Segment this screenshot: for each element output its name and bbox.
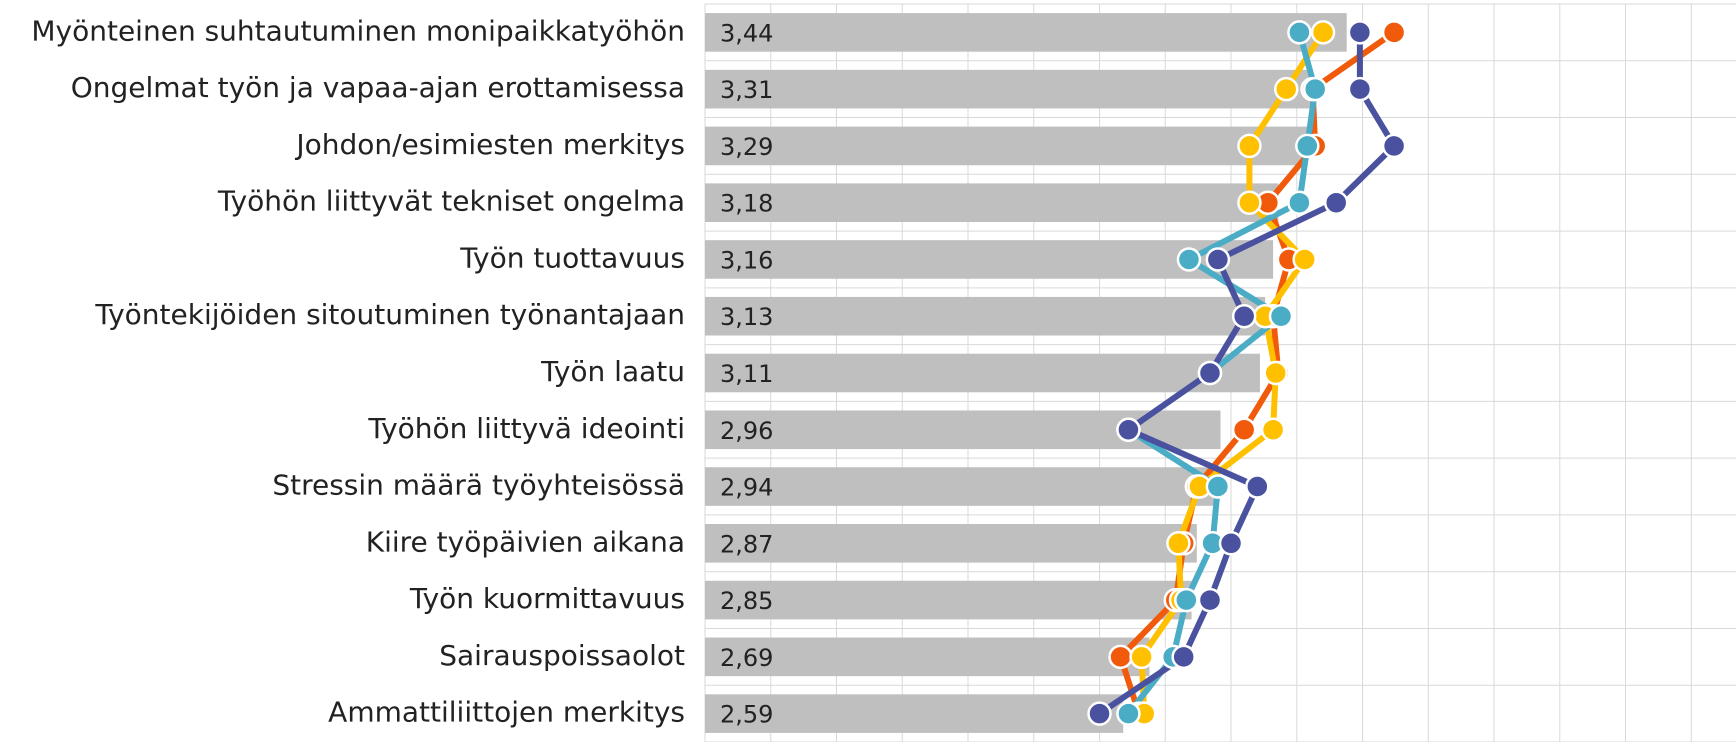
value-label: 3,18 — [720, 190, 773, 218]
category-label: Ammattiliittojen merkitys — [328, 696, 685, 729]
marker — [1197, 587, 1223, 613]
bar — [705, 353, 1260, 393]
marker — [1295, 133, 1320, 159]
bar — [705, 694, 1124, 733]
value-label: 2,85 — [720, 587, 773, 615]
marker — [1171, 644, 1196, 670]
bar — [705, 183, 1279, 222]
bar — [705, 296, 1266, 336]
marker — [1302, 76, 1328, 102]
marker — [1237, 133, 1262, 159]
category-label: Johdon/esimiesten merkitys — [294, 128, 685, 161]
marker — [1231, 303, 1257, 329]
category-label: Kiire työpäivien aikana — [366, 525, 685, 558]
bar — [705, 580, 1192, 620]
marker — [1108, 644, 1133, 670]
marker — [1260, 417, 1286, 443]
bar — [705, 69, 1313, 109]
value-label: 3,16 — [720, 246, 773, 274]
marker — [1218, 531, 1244, 556]
marker — [1116, 701, 1141, 726]
marker — [1268, 303, 1294, 329]
marker — [1166, 531, 1191, 556]
bar — [705, 524, 1197, 563]
category-label: Työhön liittyvät tekniset ongelma — [217, 185, 685, 218]
value-label: 3,11 — [720, 360, 773, 388]
marker — [1237, 190, 1262, 215]
category-label: Työntekijöiden sitoutuminen työnantajaan — [94, 298, 685, 331]
category-label: Työhön liittyvä ideointi — [367, 412, 685, 445]
category-label: Työn laatu — [540, 355, 685, 388]
category-label: Stressin määrä työyhteisössä — [272, 469, 685, 502]
value-label: 2,96 — [720, 417, 773, 445]
marker — [1381, 20, 1407, 45]
category-label: Työn tuottavuus — [459, 241, 685, 274]
marker — [1381, 133, 1407, 159]
marker — [1245, 474, 1270, 499]
marker — [1087, 701, 1112, 726]
marker — [1287, 20, 1312, 45]
value-label: 3,29 — [720, 133, 773, 161]
bar — [705, 467, 1216, 506]
marker — [1287, 190, 1312, 215]
category-label: Ongelmat työn ja vapaa-ajan erottamisess… — [71, 71, 685, 104]
bar — [705, 126, 1308, 166]
category-label: Sairauspoissaolot — [439, 639, 685, 672]
marker — [1129, 644, 1154, 670]
value-label: 3,13 — [720, 303, 773, 331]
marker — [1323, 190, 1349, 215]
category-label: Työn kuormittavuus — [409, 582, 685, 615]
value-label: 3,44 — [720, 19, 773, 47]
marker — [1347, 76, 1373, 102]
bar — [705, 637, 1150, 677]
marker — [1231, 417, 1257, 443]
value-label: 2,59 — [720, 701, 773, 729]
marker — [1310, 20, 1336, 45]
value-label: 2,94 — [720, 474, 773, 502]
marker — [1205, 247, 1231, 272]
category-label: Myönteinen suhtautuminen monipaikkatyöhö… — [31, 14, 685, 47]
marker — [1274, 76, 1299, 102]
marker — [1197, 360, 1223, 386]
marker — [1205, 474, 1231, 499]
marker — [1347, 20, 1373, 45]
bar — [705, 13, 1347, 52]
marker — [1116, 417, 1141, 443]
marker — [1174, 587, 1199, 613]
marker — [1263, 360, 1288, 386]
value-label: 2,87 — [720, 530, 773, 558]
marker — [1292, 247, 1317, 272]
value-label: 2,69 — [720, 644, 773, 672]
value-label: 3,31 — [720, 76, 773, 104]
marker — [1176, 247, 1202, 272]
